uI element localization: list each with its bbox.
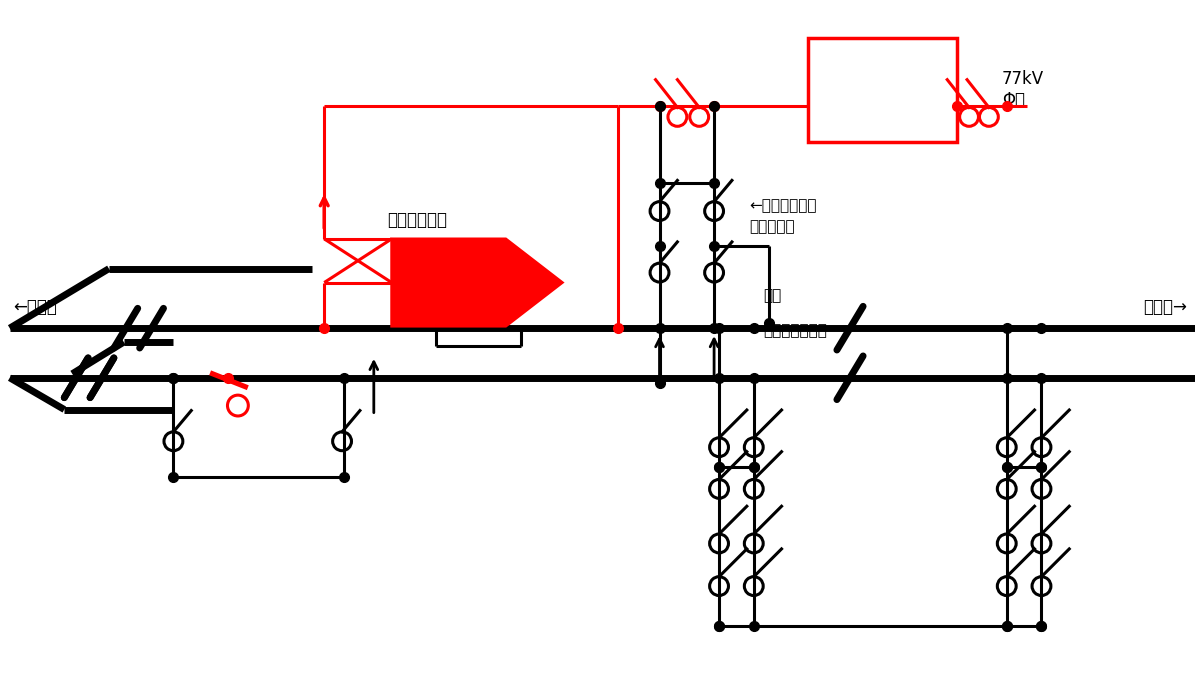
Polygon shape	[391, 239, 563, 326]
Text: ←博多方: ←博多方	[13, 298, 56, 316]
Text: 鳥飼車両基地: 鳥飼車両基地	[386, 211, 446, 229]
FancyBboxPatch shape	[809, 38, 958, 141]
Text: 鳥飼: 鳥飼	[763, 288, 782, 303]
Text: ←車両基地への
　電力供給: ←車両基地への 電力供給	[749, 198, 816, 234]
Text: 新鳥飼
変電所: 新鳥飼 変電所	[866, 53, 899, 94]
Text: 東京方→: 東京方→	[1144, 298, 1187, 316]
Text: 77kV
Φ３: 77kV Φ３	[1002, 70, 1044, 109]
Text: 補助き電区分所: 補助き電区分所	[763, 323, 828, 338]
